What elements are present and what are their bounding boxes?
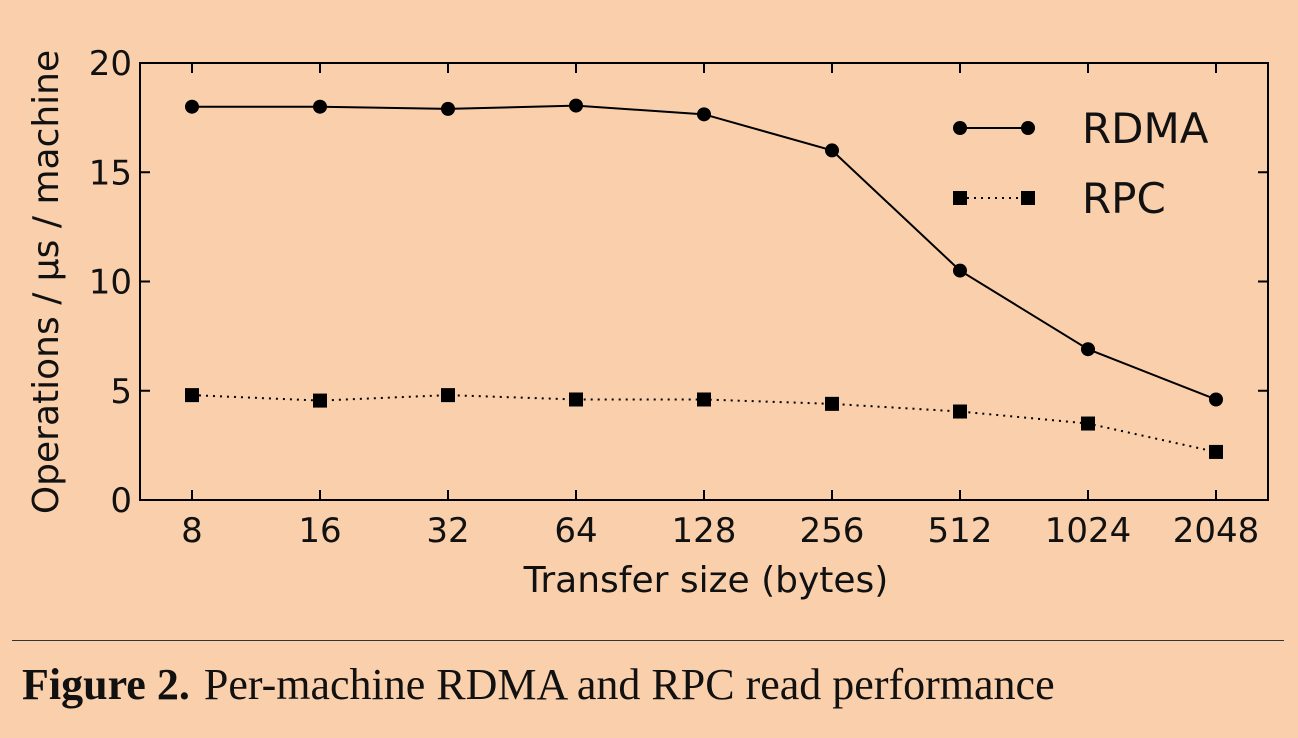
data-point-rpc (1081, 416, 1095, 431)
legend-label-rpc: RPC (1082, 174, 1166, 223)
chart: 0 5 10 15 20 8 16 32 64 128 256 512 1024 2048 RDMA RP… (26, 44, 1269, 601)
data-point-rpc (1209, 444, 1223, 459)
data-point-rpc (313, 393, 327, 408)
y-axis: 0 5 10 15 20 (89, 44, 1268, 521)
series-layer (185, 98, 1223, 459)
x-tick-label: 8 (181, 511, 203, 551)
figure-caption: Figure 2. Per-machine RDMA and RPC read p… (22, 655, 1292, 715)
data-point-rpc (185, 388, 199, 403)
data-point-rdma (697, 107, 711, 122)
data-point-rdma (825, 143, 839, 158)
data-point-rdma (185, 99, 199, 114)
data-point-rdma (569, 98, 583, 113)
x-tick-label: 128 (672, 511, 737, 551)
data-point-rpc (569, 392, 583, 407)
legend-marker-rdma (1021, 121, 1035, 135)
data-point-rpc (825, 396, 839, 411)
legend-marker-rpc (953, 191, 967, 205)
y-tick-label: 5 (110, 372, 132, 412)
legend-marker-rpc (1021, 191, 1035, 205)
x-tick-label: 64 (554, 511, 597, 551)
x-tick-label: 16 (298, 511, 341, 551)
data-point-rpc (953, 404, 967, 419)
x-tick-label: 512 (928, 511, 993, 551)
x-tick-label: 32 (426, 511, 469, 551)
data-point-rdma (1081, 342, 1095, 357)
y-tick-label: 20 (89, 44, 132, 84)
data-point-rdma (953, 263, 967, 278)
y-tick-label: 10 (89, 263, 132, 303)
x-tick-label: 256 (800, 511, 865, 551)
caption-text: Per-machine RDMA and RPC read performanc… (203, 660, 1055, 709)
data-point-rdma (1209, 392, 1223, 407)
y-tick-label: 15 (89, 153, 132, 193)
x-tick-label: 1024 (1045, 511, 1132, 551)
data-point-rpc (697, 392, 711, 407)
y-tick-label: 0 (110, 481, 132, 521)
x-axis: 8 16 32 64 128 256 512 1024 2048 (181, 63, 1259, 551)
data-point-rdma (441, 101, 455, 116)
legend-marker-rdma (953, 121, 967, 135)
series-line-rdma (192, 104, 1217, 401)
y-axis-label: Operations / μs / machine (26, 50, 67, 514)
x-axis-label: Transfer size (bytes) (523, 560, 889, 601)
x-tick-label: 2048 (1173, 511, 1260, 551)
data-point-rdma (313, 99, 327, 114)
caption-divider (12, 640, 1284, 641)
data-point-rpc (441, 388, 455, 403)
caption-label: Figure 2. (22, 660, 190, 709)
legend: RDMA RPC (953, 104, 1209, 223)
legend-label-rdma: RDMA (1082, 104, 1209, 153)
series-rdma (185, 98, 1223, 407)
series-rpc (185, 388, 1223, 459)
